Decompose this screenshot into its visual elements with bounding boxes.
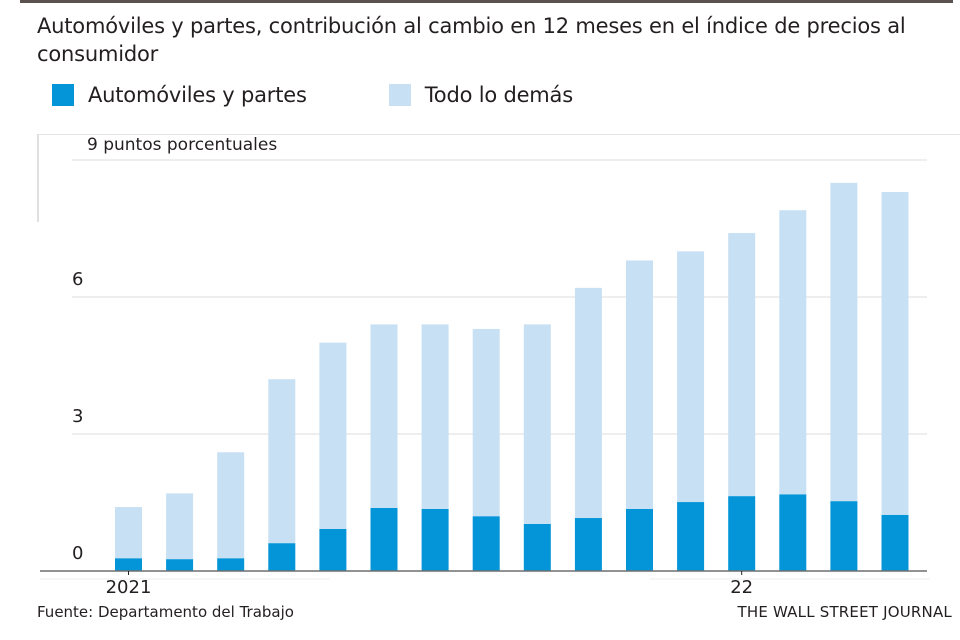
x-axis-ticks: 2021 22 [106,571,753,598]
bar-segment-rest [166,493,194,560]
y-tick-label: 9 puntos porcentuales [87,135,277,155]
bar-segment-rest [779,210,807,495]
bar-segment-autos [830,501,858,571]
bar-segment-autos [779,494,807,571]
bar-segment-autos [574,518,602,571]
top-rule [20,0,953,3]
bar-segment-rest [728,233,756,497]
bar-segment-rest [574,287,602,519]
bar-segment-rest [677,251,705,503]
bar-segment-autos [677,502,705,571]
x-tick-label: 2021 [106,577,152,598]
publisher-credit: THE WALL STREET JOURNAL [737,603,952,621]
frame-top-rule [37,134,960,135]
chart-title: Automóviles y partes, contribución al ca… [37,14,906,66]
y-axis-ticks: 0 3 6 9 puntos porcentuales [72,135,277,564]
bar-segment-autos [421,508,449,571]
legend-swatch-rest [388,84,411,106]
bar-segment-rest [268,379,296,544]
bar-segment-rest [472,328,500,517]
bar-segment-rest [217,452,245,559]
bar-segment-autos [370,507,398,571]
x-tick-label: 22 [730,577,753,598]
legend-swatch-autos [52,84,74,106]
legend-label-rest: Todo lo demás [424,83,573,107]
y-tick-label: 0 [72,543,83,564]
bar-segment-rest [115,507,142,559]
bar-segment-autos [728,496,756,571]
bar-segment-autos [472,516,500,571]
bar-segment-autos [523,523,551,571]
bar-segment-rest [626,260,653,509]
bar-segment-autos [881,514,909,571]
legend-label-autos: Automóviles y partes [88,83,307,107]
source-note: Fuente: Departamento del Trabajo [37,603,294,621]
bar-segment-rest [830,182,858,502]
y-tick-label: 6 [72,269,83,290]
bar-segment-rest [421,324,449,509]
frame-left-rule [37,134,39,222]
bar-segment-autos [626,508,653,571]
legend-item-autos: Automóviles y partes [52,83,307,107]
bar-segment-rest [523,324,551,524]
bar-segment-autos [115,558,142,571]
bars [40,182,930,580]
bar-segment-rest [370,324,398,508]
legend-item-rest: Todo lo demás [388,83,573,107]
bar-segment-autos [268,543,296,571]
legend: Automóviles y partes Todo lo demás [52,81,655,109]
bar-segment-rest [319,342,347,529]
bar-segment-rest [881,191,909,515]
bar-segment-autos [319,528,347,571]
bar-segment-autos [166,559,194,571]
y-tick-label: 3 [72,406,83,427]
bar-segment-autos [217,558,245,571]
